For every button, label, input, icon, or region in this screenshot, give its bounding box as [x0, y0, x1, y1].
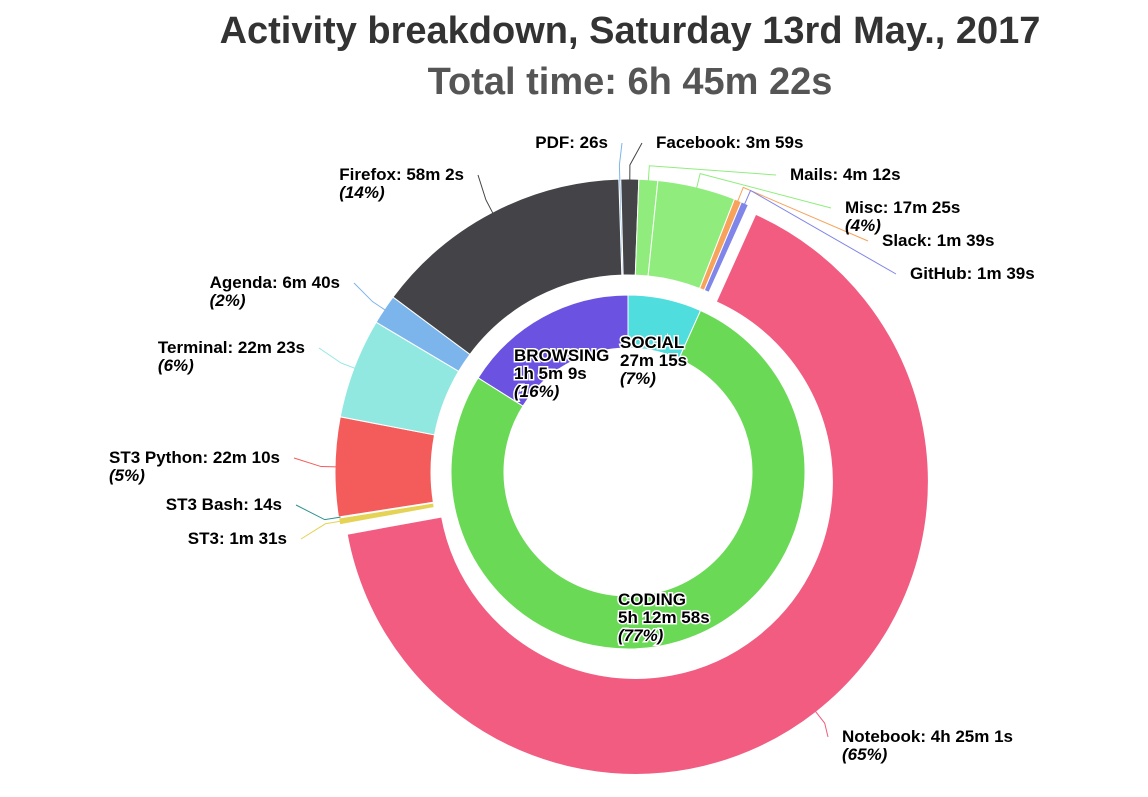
label-facebook: Facebook: 3m 59s	[656, 133, 803, 152]
label-agenda: Agenda: 6m 40s	[210, 273, 340, 292]
connector-facebook	[629, 142, 643, 182]
connector-misc	[695, 172, 832, 209]
inner-label-coding-time: 5h 12m 58s	[618, 608, 710, 627]
label-st3: ST3: 1m 31s	[188, 529, 287, 548]
connector-st3-python	[293, 457, 338, 468]
chart-subtitle: Total time: 6h 45m 22s	[427, 61, 833, 103]
inner-label-coding-percent: (77%)	[618, 626, 664, 645]
connector-agenda	[353, 282, 387, 311]
label-percent-firefox: (14%)	[339, 183, 385, 202]
label-percent-misc: (4%)	[845, 216, 881, 235]
outer-slice-github[interactable]	[703, 201, 750, 294]
label-percent-terminal: (6%)	[158, 356, 194, 375]
connector-terminal	[318, 347, 357, 370]
label-notebook: Notebook: 4h 25m 1s	[842, 727, 1013, 746]
inner-ring	[450, 294, 806, 650]
label-st3-bash: ST3 Bash: 14s	[166, 495, 282, 514]
outer-slice-notebook[interactable]	[346, 213, 929, 775]
inner-label-browsing-percent: (16%)	[514, 382, 560, 401]
connector-st3	[300, 520, 342, 540]
connector-notebook	[814, 710, 829, 738]
inner-label-browsing-name: BROWSING	[514, 346, 609, 365]
label-github: GitHub: 1m 39s	[910, 264, 1035, 283]
chart-title: Activity breakdown, Saturday 13rd May., …	[219, 10, 1041, 52]
connector-pdf	[618, 142, 623, 182]
inner-label-social-percent: (7%)	[620, 369, 656, 388]
label-pdf: PDF: 26s	[535, 133, 608, 152]
label-terminal: Terminal: 22m 23s	[158, 338, 305, 357]
label-mails: Mails: 4m 12s	[790, 165, 901, 184]
connector-github	[743, 189, 897, 275]
label-slack: Slack: 1m 39s	[882, 231, 994, 250]
inner-label-browsing-time: 1h 5m 9s	[514, 364, 587, 383]
inner-label-social-name: SOCIAL	[620, 333, 684, 352]
outer-slice-firefox[interactable]	[392, 178, 623, 356]
inner-label-social-time: 27m 15s	[620, 351, 687, 370]
inner-label-coding-name: CODING	[618, 590, 686, 609]
label-percent-agenda: (2%)	[210, 291, 246, 310]
label-percent-notebook: (65%)	[842, 745, 888, 764]
label-misc: Misc: 17m 25s	[845, 198, 960, 217]
outer-ring	[334, 178, 929, 775]
label-firefox: Firefox: 58m 2s	[339, 165, 464, 184]
label-st3-python: ST3 Python: 22m 10s	[109, 448, 280, 467]
connector-slack	[736, 186, 869, 242]
inner-slice-coding[interactable]	[450, 309, 806, 650]
connector-firefox	[477, 174, 494, 215]
connector-mails	[647, 165, 777, 182]
label-connectors	[293, 142, 897, 738]
label-percent-st3-python: (5%)	[109, 466, 145, 485]
connector-st3-bash	[295, 504, 341, 521]
inner-slice-browsing[interactable]	[477, 294, 629, 407]
slice-labels: PDF: 26s Facebook: 3m 59s Mails: 4m 12s Mis…	[109, 133, 1035, 764]
